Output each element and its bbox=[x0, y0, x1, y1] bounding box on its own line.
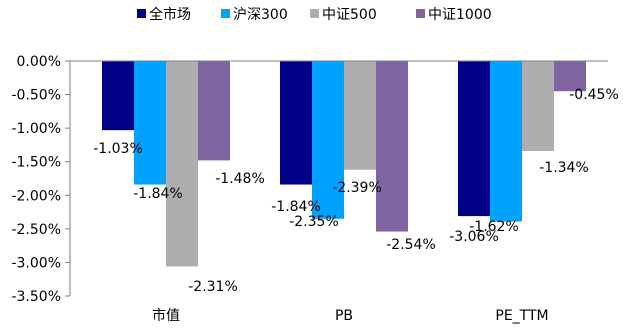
bar bbox=[344, 61, 376, 170]
data-label: -1.34% bbox=[539, 160, 589, 176]
x-category-label: PB bbox=[335, 308, 353, 324]
bar bbox=[458, 61, 490, 217]
data-label: -1.48% bbox=[215, 171, 265, 187]
bar bbox=[490, 61, 522, 222]
legend-swatch bbox=[310, 9, 319, 18]
data-label: -2.35% bbox=[289, 214, 339, 230]
legend-label: 中证1000 bbox=[428, 7, 492, 23]
legend: 全市场 沪深300 中证500 中证1000 bbox=[137, 6, 492, 23]
y-tick-label: -2.00% bbox=[11, 188, 61, 204]
legend-swatch bbox=[221, 9, 230, 18]
bar bbox=[166, 61, 198, 267]
data-label: -1.03% bbox=[93, 141, 143, 157]
data-label: -1.84% bbox=[271, 199, 321, 215]
bar bbox=[280, 61, 312, 185]
legend-label: 中证500 bbox=[322, 7, 377, 23]
y-tick-label: -3.00% bbox=[11, 255, 61, 271]
data-label: -2.31% bbox=[188, 279, 238, 295]
legend-swatch bbox=[416, 9, 425, 18]
legend-swatch bbox=[137, 9, 146, 18]
legend-item: 中证500 bbox=[310, 7, 377, 23]
bar bbox=[198, 61, 230, 161]
y-tick-label: -1.00% bbox=[11, 121, 61, 137]
x-axis: 市值 PB PE_TTM bbox=[70, 60, 608, 324]
data-labels: -1.03%-1.84%-2.31%-1.84%-2.35%-2.39%-3.0… bbox=[93, 87, 619, 295]
y-axis: 0.00% -0.50% -1.00% -1.50% -2.00% -2.50% -3.00… bbox=[11, 54, 71, 305]
bar bbox=[312, 61, 344, 219]
x-category-label: 市值 bbox=[152, 307, 180, 324]
legend-item: 全市场 bbox=[137, 6, 191, 23]
data-label: -2.54% bbox=[386, 237, 436, 253]
bar bbox=[134, 61, 166, 185]
data-label: -2.39% bbox=[332, 180, 382, 196]
y-tick-label: -2.50% bbox=[11, 222, 61, 238]
legend-item: 沪深300 bbox=[221, 7, 288, 23]
legend-item: 中证1000 bbox=[416, 7, 492, 23]
bars bbox=[102, 61, 586, 267]
y-tick-label: -0.50% bbox=[11, 88, 61, 104]
bar bbox=[554, 61, 586, 92]
data-label: -1.62% bbox=[469, 219, 519, 235]
bar bbox=[376, 61, 408, 232]
y-tick-label: -3.50% bbox=[11, 289, 61, 305]
data-label: -1.84% bbox=[133, 186, 183, 202]
legend-label: 沪深300 bbox=[233, 7, 288, 23]
bar bbox=[522, 61, 554, 151]
bar bbox=[102, 61, 134, 131]
legend-label: 全市场 bbox=[149, 6, 191, 23]
data-label: -0.45% bbox=[569, 87, 619, 103]
x-category-label: PE_TTM bbox=[495, 308, 548, 324]
y-tick-label: 0.00% bbox=[17, 54, 61, 70]
y-tick-label: -1.50% bbox=[11, 155, 61, 171]
data-label: -3.06% bbox=[449, 229, 499, 245]
